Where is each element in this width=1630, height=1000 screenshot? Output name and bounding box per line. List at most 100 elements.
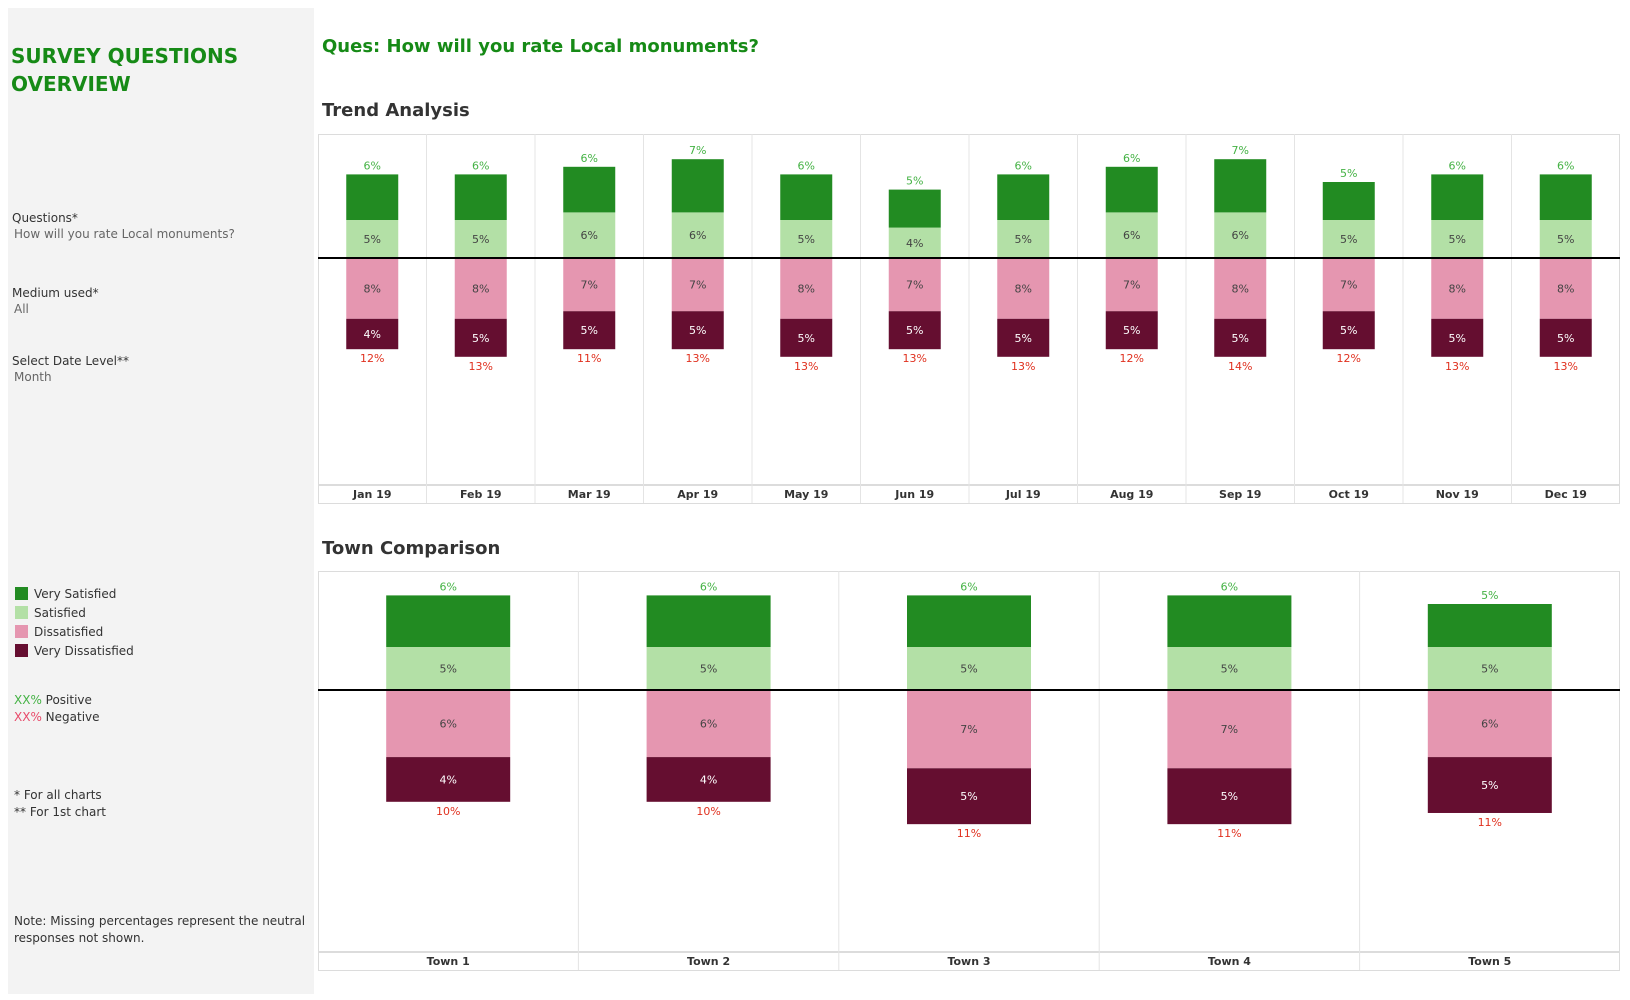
negative-total-label: 12%	[360, 352, 384, 365]
bar-segment	[454, 174, 507, 220]
bar-value-label: 8%	[1015, 282, 1032, 295]
bar-segment	[888, 227, 941, 258]
x-tick-label: Jul 19	[1005, 488, 1041, 501]
bar-segment	[1167, 768, 1292, 825]
filter-medium-value[interactable]: All	[14, 302, 29, 316]
legend-swatch	[15, 625, 28, 638]
bar-segment	[563, 212, 616, 258]
bar-value-label: 4%	[700, 773, 717, 786]
bar-value-label: 5%	[1449, 233, 1466, 246]
bar-segment	[1427, 604, 1552, 647]
bar-value-label: 7%	[960, 723, 977, 736]
bar-value-label: 4%	[364, 328, 381, 341]
bar-value-label: 5%	[1557, 332, 1574, 345]
bar-segment	[1431, 174, 1484, 220]
bar-segment	[646, 647, 771, 690]
bar-segment	[888, 258, 941, 312]
negative-total-label: 10%	[696, 805, 720, 818]
bar-segment	[1214, 318, 1267, 357]
bar-value-label: 7%	[689, 279, 706, 292]
x-axis-frame	[318, 952, 1620, 971]
x-tick-label: Jan 19	[352, 488, 391, 501]
filter-date-level-value[interactable]: Month	[14, 370, 52, 384]
positive-total-label: 6%	[1123, 152, 1140, 165]
legend-very-dissatisfied[interactable]: Very Dissatisfied	[15, 644, 134, 658]
negative-total-label: 13%	[1445, 360, 1469, 373]
bar-segment	[888, 311, 941, 350]
bar-value-label: 5%	[1015, 233, 1032, 246]
x-tick-label: Sep 19	[1219, 488, 1261, 501]
bar-segment	[780, 174, 833, 220]
negative-total-label: 12%	[1337, 352, 1361, 365]
bar-value-label: 6%	[1123, 229, 1140, 242]
bar-segment	[671, 258, 724, 312]
x-tick-label: Nov 19	[1436, 488, 1479, 501]
bar-segment	[907, 595, 1031, 647]
bar-value-label: 5%	[472, 233, 489, 246]
plot-frame	[318, 571, 1620, 952]
bar-segment	[907, 647, 1031, 690]
negative-total-label: 10%	[436, 805, 460, 818]
bar-value-label: 5%	[1340, 324, 1357, 337]
bar-value-label: 7%	[1340, 279, 1357, 292]
legend-very-satisfied[interactable]: Very Satisfied	[15, 587, 116, 601]
positive-total-label: 6%	[700, 580, 717, 593]
positive-total-label: 5%	[1340, 167, 1357, 180]
bar-segment	[1167, 690, 1292, 769]
positive-total-label: 6%	[1557, 159, 1574, 172]
filter-medium-label: Medium used*	[12, 286, 99, 300]
bar-value-label: 5%	[1123, 324, 1140, 337]
positive-total-label: 6%	[472, 159, 489, 172]
bar-value-label: 8%	[364, 282, 381, 295]
bar-segment	[888, 189, 941, 228]
bar-value-label: 5%	[1015, 332, 1032, 345]
bar-segment	[1427, 647, 1552, 690]
legend-satisfied[interactable]: Satisfied	[15, 606, 86, 620]
bar-value-label: 7%	[581, 279, 598, 292]
negative-total-label: 13%	[1011, 360, 1035, 373]
bar-segment	[1431, 258, 1484, 319]
positive-total-label: 6%	[1221, 580, 1238, 593]
positive-total-label: 6%	[798, 159, 815, 172]
town-comparison-title: Town Comparison	[322, 538, 501, 559]
negative-total-label: 12%	[1120, 352, 1144, 365]
legend-label: Dissatisfied	[34, 625, 104, 639]
bar-segment	[386, 595, 511, 647]
bar-value-label: 5%	[439, 663, 456, 676]
bar-segment	[1214, 212, 1267, 258]
note-line-2: responses not shown.	[14, 931, 145, 945]
positive-total-label: 7%	[689, 144, 706, 157]
x-tick-label: Town 4	[1208, 955, 1251, 968]
bar-value-label: 5%	[1481, 663, 1498, 676]
negative-total-label: 13%	[794, 360, 818, 373]
bar-value-label: 6%	[1232, 229, 1249, 242]
bar-value-label: 5%	[1221, 790, 1238, 803]
bar-segment	[997, 220, 1050, 258]
bar-segment	[386, 647, 511, 690]
negative-total-label: 11%	[577, 352, 601, 365]
filter-questions-value[interactable]: How will you rate Local monuments?	[14, 227, 235, 241]
bar-segment	[1105, 166, 1158, 213]
positive-total-label: 5%	[1481, 589, 1498, 602]
bar-value-label: 6%	[1481, 718, 1498, 731]
bar-segment	[1167, 647, 1292, 690]
legend-dissatisfied[interactable]: Dissatisfied	[15, 625, 103, 639]
bar-segment	[1167, 595, 1292, 647]
bar-value-label: 5%	[1340, 233, 1357, 246]
positive-key: XX% Positive	[14, 693, 92, 707]
bar-segment	[1105, 212, 1158, 258]
bar-value-label: 7%	[1221, 723, 1238, 736]
legend-swatch	[15, 606, 28, 619]
bar-segment	[1105, 258, 1158, 312]
positive-total-label: 6%	[581, 152, 598, 165]
bar-segment	[346, 174, 399, 220]
bar-value-label: 5%	[689, 324, 706, 337]
x-tick-label: Jun 19	[894, 488, 934, 501]
positive-total-label: 7%	[1232, 144, 1249, 157]
bar-value-label: 5%	[1481, 779, 1498, 792]
bar-segment	[1214, 258, 1267, 319]
x-tick-label: Oct 19	[1329, 488, 1369, 501]
bar-value-label: 5%	[798, 332, 815, 345]
sidebar: SURVEY QUESTIONS OVERVIEW Questions* How…	[8, 8, 314, 994]
negative-total-label: 13%	[1554, 360, 1578, 373]
